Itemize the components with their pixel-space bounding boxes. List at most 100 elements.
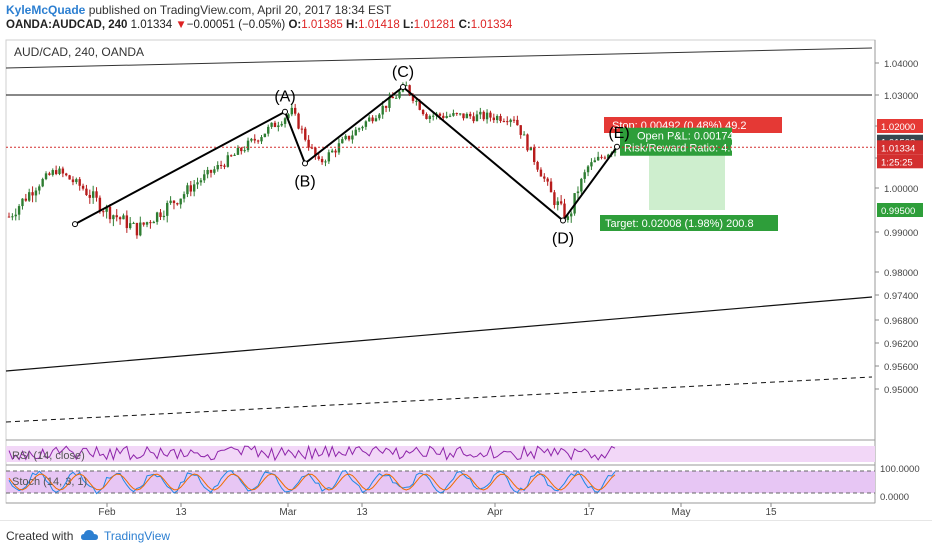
price-marker-box	[877, 119, 923, 133]
candle-body	[576, 191, 580, 194]
candle-body	[418, 100, 421, 110]
candle-body	[297, 113, 300, 129]
candle-body	[118, 217, 122, 220]
candle-body	[472, 116, 475, 122]
candle-body	[166, 202, 169, 216]
y-tick-label: 0.96200	[884, 339, 918, 350]
x-axis-ticks: Feb 13 Mar 13 Apr 17 May 15	[98, 503, 777, 518]
pattern-pivot-point	[614, 143, 620, 150]
candle-body	[155, 212, 159, 222]
candle-body	[139, 222, 142, 236]
candle-body	[378, 114, 381, 119]
y-tick-label: 1.03000	[884, 91, 918, 102]
candle-body	[354, 129, 357, 136]
candle-body	[240, 147, 243, 152]
candle-body	[334, 150, 337, 153]
candle-body	[145, 222, 149, 225]
candle-body	[44, 173, 48, 180]
candle-body	[344, 135, 347, 140]
x-tick-label: 17	[583, 507, 595, 518]
candle-body	[65, 173, 68, 176]
high-value: 1.01418	[358, 19, 400, 31]
candle-body	[51, 170, 54, 175]
candle-body	[364, 121, 368, 127]
candle-body	[58, 168, 61, 175]
candle-body	[54, 170, 58, 175]
candle-body	[590, 162, 593, 167]
x-tick-label: Feb	[98, 507, 116, 518]
candle-body	[448, 115, 452, 117]
candle-body	[162, 215, 166, 218]
candle-body	[596, 156, 600, 161]
chart-area[interactable]: RSI (14, close) Stoch (14, 3, 1) 100.000…	[0, 38, 932, 520]
price-marker-label: 1.01334	[881, 143, 915, 154]
rsi-label: RSI (14, close)	[12, 450, 85, 462]
candle-body	[142, 222, 145, 225]
candle-body	[593, 160, 596, 163]
channel-upper-line	[5, 47, 873, 69]
candle-body	[371, 117, 374, 122]
candle-body	[341, 139, 344, 144]
candle-body	[603, 157, 607, 159]
price-chart[interactable]: RSI (14, close) Stoch (14, 3, 1) 100.000…	[0, 38, 932, 520]
y-tick-label: 1.04000	[884, 59, 918, 70]
candle-body	[398, 91, 401, 98]
target-label: Target: 0.02008 (1.98%) 200.8	[605, 218, 754, 230]
candle-body	[122, 215, 125, 220]
price-marker-label: 0.99500	[881, 206, 915, 217]
candle-body	[17, 206, 21, 215]
candle-body	[48, 173, 51, 175]
tradingview-link[interactable]: TradingView	[104, 529, 171, 543]
close-value: 1.01334	[470, 19, 513, 31]
candle-body	[199, 180, 203, 183]
author-link[interactable]: KyleMcQuade	[6, 3, 86, 17]
candle-body	[14, 214, 17, 217]
open-value: 1.01385	[301, 19, 343, 31]
candle-body	[526, 134, 529, 151]
price-change: −0.00051 (−0.05%)	[186, 19, 286, 31]
candle-body	[290, 107, 293, 115]
pattern-label: (D)	[552, 231, 574, 248]
candle-body	[492, 117, 495, 121]
candle-body	[283, 118, 287, 124]
candle-body	[408, 85, 411, 95]
x-tick-label: 13	[356, 507, 368, 518]
candle-body	[357, 128, 361, 130]
candle-body	[135, 222, 139, 236]
x-tick-label: Apr	[487, 507, 503, 518]
candle-body	[489, 112, 492, 118]
channel-median-dashed-line	[5, 376, 873, 423]
candle-body	[263, 133, 267, 138]
candle-body	[186, 185, 189, 195]
candle-body	[260, 137, 263, 142]
candle-body	[85, 188, 88, 196]
candle-body	[563, 203, 566, 220]
candle-body	[553, 192, 556, 206]
candle-body	[115, 215, 118, 218]
candle-body	[425, 114, 428, 119]
pattern-pivot-point	[282, 108, 288, 115]
candle-body	[24, 198, 28, 201]
candle-body	[236, 147, 240, 155]
candle-body	[149, 222, 152, 224]
footer: Created with TradingView	[0, 520, 932, 551]
candle-body	[310, 147, 314, 149]
pattern-zigzag-line	[74, 85, 618, 225]
candle-body	[78, 179, 81, 186]
candle-body	[469, 113, 472, 117]
candle-body	[105, 206, 108, 212]
pattern-pivot-point	[560, 217, 566, 224]
risk-reward-label: Risk/Reward Ratio: 4.08	[624, 143, 743, 155]
candle-body	[479, 111, 482, 115]
candle-body	[499, 116, 502, 122]
x-tick-label: 15	[765, 507, 777, 518]
pattern-label: (C)	[392, 64, 414, 81]
candle-body	[465, 113, 469, 119]
candle-body	[533, 147, 536, 162]
candle-body	[34, 190, 38, 196]
candle-body	[600, 156, 603, 158]
y-tick-label: 0.99000	[884, 228, 918, 239]
publish-line: KyleMcQuade published on TradingView.com…	[6, 3, 391, 17]
